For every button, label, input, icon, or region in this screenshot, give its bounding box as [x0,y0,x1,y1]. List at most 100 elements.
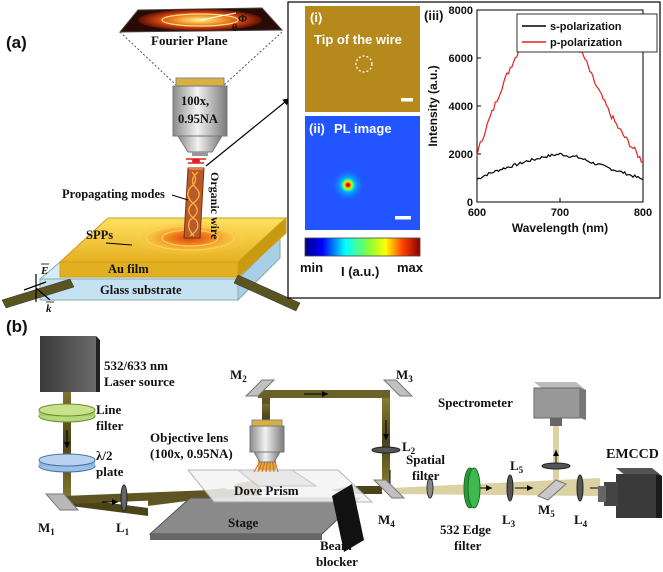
glass-substrate-label: Glass substrate [100,283,182,297]
mirror-m4 [372,479,406,499]
y-axis-label: Intensity (a.u.) [426,65,440,146]
m5-label: M5 [538,502,555,519]
lens-l2 [371,446,401,454]
objective-lens-a [172,77,228,156]
spectrum-chart: (iii) 0 2000 4000 6000 8000 600 700 800 s-pola… [424,5,658,235]
pl-image [305,116,420,230]
laser-label-1: 532/633 nm [104,358,168,373]
mirror-m3 [382,379,414,397]
y-tick-label: 0 [467,197,473,209]
beam-blocker-label-2: blocker [316,554,358,569]
legend-box [516,13,658,53]
spps-label: SPPs [86,228,113,242]
edge-filter-label-2: filter [454,538,482,553]
m1-label: M1 [38,520,55,537]
l5-label: L5 [510,458,524,475]
x-tick-label: 600 [468,207,486,219]
beam-blocker-label-1: Beam [320,538,352,553]
series-line-s-polarization [476,152,644,180]
laser-source [40,336,100,392]
edge-filter-label-1: 532 Edge [440,522,491,537]
lens-l4 [576,474,584,502]
panel-i-label: (i) [310,10,322,25]
colorbar: min I (a.u.) max [300,237,424,279]
m4-label: M4 [378,512,395,529]
lens-l5 [541,462,571,470]
fourier-plane-label: Fourier Plane [151,33,228,48]
phi-symbol: Φ [238,13,247,25]
lens-l1 [120,484,128,512]
objective-label-b1: Objective lens [150,430,228,445]
l1-label: L1 [116,520,130,537]
optical-image [305,6,420,112]
objective-label-1: 100x, [181,94,209,108]
panel-b-label: (b) [6,317,28,336]
panel-a: (a) Φ θ Fourier Plane 100x, 0.95NA [1,7,301,315]
panel-i-title: Tip of the wire [314,32,402,47]
legend: s-polarization p-polarization [516,13,658,53]
scale-bar-i [401,98,413,102]
mirror-m5 [537,479,567,501]
colorbar-title: I (a.u.) [341,264,379,279]
colorbar-min: min [300,260,323,275]
line-filter [38,403,96,423]
propagating-modes-label: Propagating modes [62,187,165,201]
line-filter-label-2: filter [96,418,124,433]
stage-prism [148,457,374,540]
beam-blocker [332,484,364,552]
objective-label-b2: (100x, 0.95NA) [150,446,233,461]
objective-label-2: 0.95NA [178,112,218,126]
polarization-axes-icon: E k [23,263,54,315]
y-tick-label: 8000 [449,5,473,17]
k-vector-label: k [46,303,52,315]
organic-wire [183,167,205,239]
panel-ii: (ii) PL image [305,116,420,230]
m2-label: M2 [230,367,247,384]
y-tick-label: 6000 [449,53,473,65]
half-wave-label-1: λ/2 [96,448,113,463]
m3-label: M3 [396,367,413,384]
fourier-plane: Φ θ [118,7,284,34]
stage-label: Stage [228,515,259,530]
spatial-filter-label-2: filter [412,468,440,483]
legend-entry: p-polarization [550,37,622,49]
spatial-filter [426,477,434,499]
au-film-label: Au film [108,262,149,276]
dove-prism-label: Dove Prism [234,483,299,498]
e-field-label: E [40,265,48,277]
panel-i: (i) Tip of the wire [305,6,420,112]
laser-label-2: Laser source [104,374,175,389]
legend-entry: s-polarization [550,21,622,33]
lens-l3 [506,474,514,502]
panel-ii-label: (ii) [309,121,325,136]
l3-label: L3 [502,512,516,529]
organic-wire-label: Organic wire [208,172,222,240]
emccd-camera [598,468,662,518]
y-tick-label: 2000 [449,149,473,161]
colorbar-max: max [397,260,424,275]
x-tick-label: 800 [634,207,652,219]
spectrometer-label: Spectrometer [438,395,513,410]
pl-spot [332,169,364,201]
edge-filter [463,467,481,509]
theta-symbol: θ [232,23,237,34]
spatial-filter-label-1: Spatial [406,452,445,467]
line-filter-label-1: Line [96,402,122,417]
panel-a-label: (a) [6,33,27,52]
emccd-label: EMCCD [606,447,659,462]
tip-emission-icon [186,158,206,164]
y-tick-label: 4000 [449,101,473,113]
half-wave-label-2: plate [96,464,124,479]
l4-label: L4 [574,512,588,529]
x-tick-label: 700 [551,207,569,219]
panel-iii-label: (iii) [424,8,444,23]
panel-b: (b) 532/633 [6,317,662,569]
wire-tip-circle [355,55,373,73]
objective-lens-b [249,419,285,463]
half-wave-plate [38,453,96,473]
mirror-m2 [244,379,276,397]
panel-ii-title: PL image [334,121,392,136]
l2-label: L2 [402,439,416,456]
spectrometer [533,382,586,426]
